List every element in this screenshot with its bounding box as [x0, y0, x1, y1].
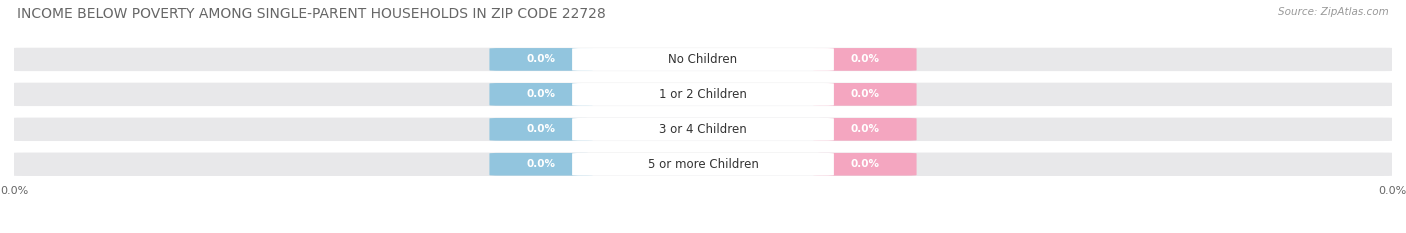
Text: 0.0%: 0.0% — [851, 159, 879, 169]
Text: Source: ZipAtlas.com: Source: ZipAtlas.com — [1278, 7, 1389, 17]
FancyBboxPatch shape — [7, 48, 1399, 71]
Text: INCOME BELOW POVERTY AMONG SINGLE-PARENT HOUSEHOLDS IN ZIP CODE 22728: INCOME BELOW POVERTY AMONG SINGLE-PARENT… — [17, 7, 606, 21]
FancyBboxPatch shape — [489, 48, 593, 71]
FancyBboxPatch shape — [813, 118, 917, 141]
FancyBboxPatch shape — [572, 48, 834, 71]
FancyBboxPatch shape — [489, 118, 593, 141]
Text: 0.0%: 0.0% — [527, 159, 555, 169]
Text: 0.0%: 0.0% — [527, 89, 555, 99]
FancyBboxPatch shape — [572, 83, 834, 106]
FancyBboxPatch shape — [7, 153, 1399, 176]
FancyBboxPatch shape — [7, 118, 1399, 141]
Text: 1 or 2 Children: 1 or 2 Children — [659, 88, 747, 101]
Text: 0.0%: 0.0% — [527, 55, 555, 64]
Text: 5 or more Children: 5 or more Children — [648, 158, 758, 171]
FancyBboxPatch shape — [813, 153, 917, 176]
FancyBboxPatch shape — [489, 83, 593, 106]
FancyBboxPatch shape — [572, 118, 834, 141]
Text: 0.0%: 0.0% — [851, 124, 879, 134]
FancyBboxPatch shape — [7, 83, 1399, 106]
Text: 0.0%: 0.0% — [851, 55, 879, 64]
Text: 3 or 4 Children: 3 or 4 Children — [659, 123, 747, 136]
Text: 0.0%: 0.0% — [851, 89, 879, 99]
FancyBboxPatch shape — [813, 83, 917, 106]
Text: No Children: No Children — [668, 53, 738, 66]
FancyBboxPatch shape — [572, 153, 834, 176]
FancyBboxPatch shape — [813, 48, 917, 71]
Text: 0.0%: 0.0% — [527, 124, 555, 134]
FancyBboxPatch shape — [489, 153, 593, 176]
